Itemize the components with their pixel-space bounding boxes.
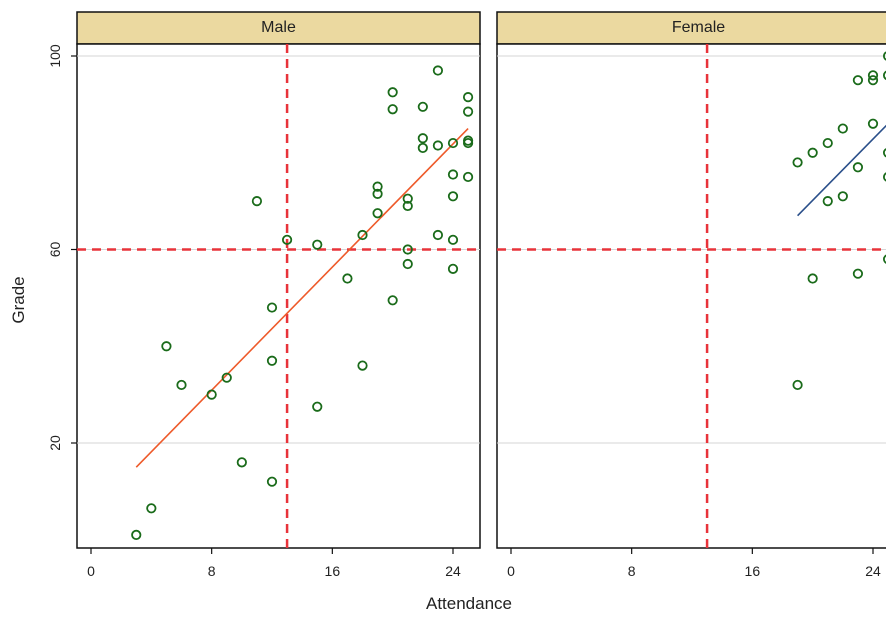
data-point [447,191,459,202]
panel-male: Male 0 8 16 24 20 60 100 [47,11,481,579]
data-point [251,196,263,207]
data-point [372,188,383,199]
plot-frame [496,43,886,549]
data-point [221,372,232,383]
data-point [447,234,459,245]
x-tick-label: 24 [445,563,461,579]
data-point [387,87,398,98]
x-tick-label: 0 [87,563,95,579]
x-tick-label: 16 [325,563,341,579]
data-point [312,239,323,250]
fit-line [135,128,469,468]
data-point [417,133,428,144]
data-point [882,172,886,182]
data-point [882,70,886,81]
panel-female: Female 0 8 16 24 [496,11,886,579]
data-point [867,75,879,86]
y-tick-label: 60 [47,242,63,258]
data-point [882,148,886,158]
data-point [432,65,444,76]
x-tick-label: 8 [628,563,636,579]
data-point [161,341,172,352]
data-point [402,258,413,270]
data-point [266,302,278,313]
data-point [792,379,803,391]
data-point [447,263,459,274]
data-point [342,273,353,284]
data-point [852,268,864,279]
data-point [462,135,474,146]
plot-frame [76,43,481,549]
x-axis-label: Attendance [426,594,512,613]
data-point [837,123,848,134]
data-point [387,295,398,306]
data-point [266,355,278,366]
data-point [447,137,459,149]
data-point [372,208,383,219]
data-point [462,171,474,183]
data-point [822,137,833,149]
data-point [206,389,217,400]
fit-line [797,124,886,217]
data-point [387,104,398,115]
data-point [402,193,413,204]
data-point [131,529,142,541]
data-point [281,234,293,245]
data-point [867,70,879,81]
data-point [432,140,444,151]
data-point [462,106,474,117]
data-point [447,169,459,180]
data-point [357,360,368,371]
data-point [312,401,323,412]
data-point [176,379,187,391]
x-tick-label: 16 [745,563,761,579]
data-point [882,51,886,61]
panel-strip [496,11,886,45]
x-tick-label: 24 [865,563,881,579]
data-point [462,92,474,103]
data-point [417,142,428,154]
panel-strip [76,11,481,45]
data-point [807,273,818,284]
data-point [266,476,278,487]
data-point [236,457,247,468]
plot-area [497,44,886,548]
panels: Male 0 8 16 24 20 60 100 Female 0 8 16 24 [47,11,886,579]
y-tick-label: 100 [47,44,63,68]
y-axis-label: Grade [9,276,28,323]
plot-area [77,44,480,548]
data-point [357,229,368,241]
data-point [432,229,444,241]
data-point [822,196,833,207]
data-point [402,244,413,255]
data-point [417,101,428,112]
x-tick-label: 8 [208,563,216,579]
data-point [372,181,383,192]
data-point [882,254,886,264]
data-point [837,191,848,202]
data-point [792,157,803,168]
data-point [402,200,413,212]
panel-strip-label: Female [672,19,725,36]
y-tick-label: 20 [47,435,63,451]
data-point [852,75,864,86]
data-point [867,118,879,129]
data-point [852,162,864,173]
data-point [146,503,157,514]
x-tick-label: 0 [507,563,515,579]
panel-strip-label: Male [261,19,296,36]
data-point [807,147,818,158]
